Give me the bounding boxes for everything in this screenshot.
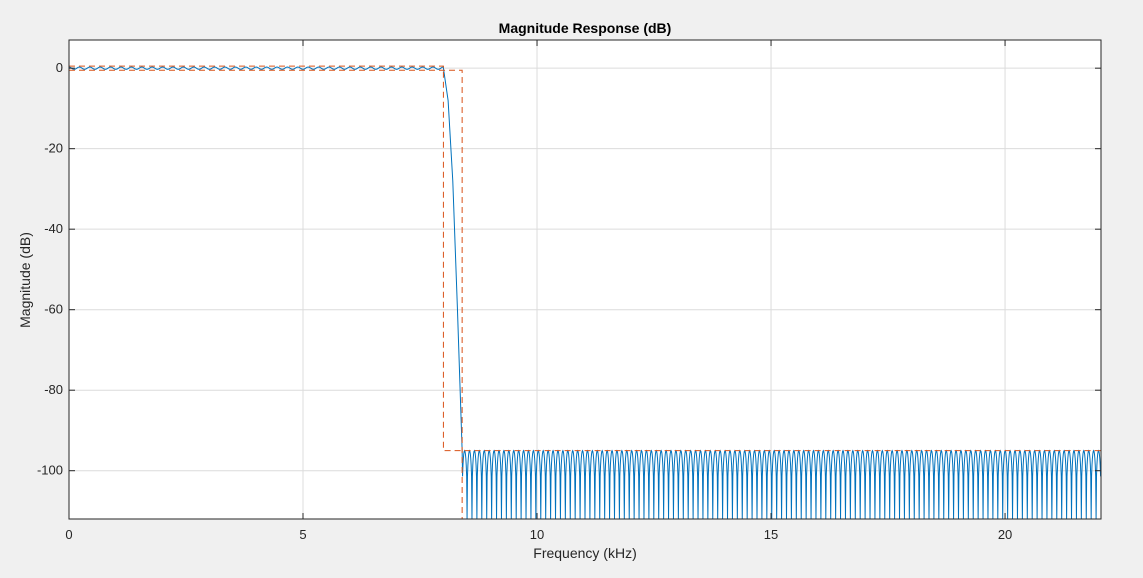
x-tick-label: 15 (764, 527, 778, 542)
x-tick-label: 0 (65, 527, 72, 542)
x-axis-label: Frequency (kHz) (533, 545, 636, 561)
tick-marks: 0 5 10 15 20 0 -20 -40 -60 -80 -100 (37, 40, 1101, 542)
spec-mask-line-2 (69, 69, 463, 519)
data-series (69, 65, 1101, 519)
y-tick-label: -100 (37, 463, 63, 478)
axes-border (68, 39, 1102, 520)
plot-area (69, 40, 1101, 519)
y-tick-label: -20 (44, 141, 63, 156)
y-tick-label: 0 (56, 60, 63, 75)
y-axis-label: Magnitude (dB) (17, 232, 33, 328)
x-tick-label: 5 (299, 527, 306, 542)
y-tick-label: -60 (44, 302, 63, 317)
chart-title: Magnitude Response (dB) (499, 20, 672, 36)
y-tick-label: -80 (44, 382, 63, 397)
grid-lines (68, 40, 1101, 519)
x-tick-label: 20 (998, 527, 1012, 542)
y-tick-label: -40 (44, 221, 63, 236)
x-tick-label: 10 (530, 527, 544, 542)
magnitude-response-line (69, 66, 1101, 519)
